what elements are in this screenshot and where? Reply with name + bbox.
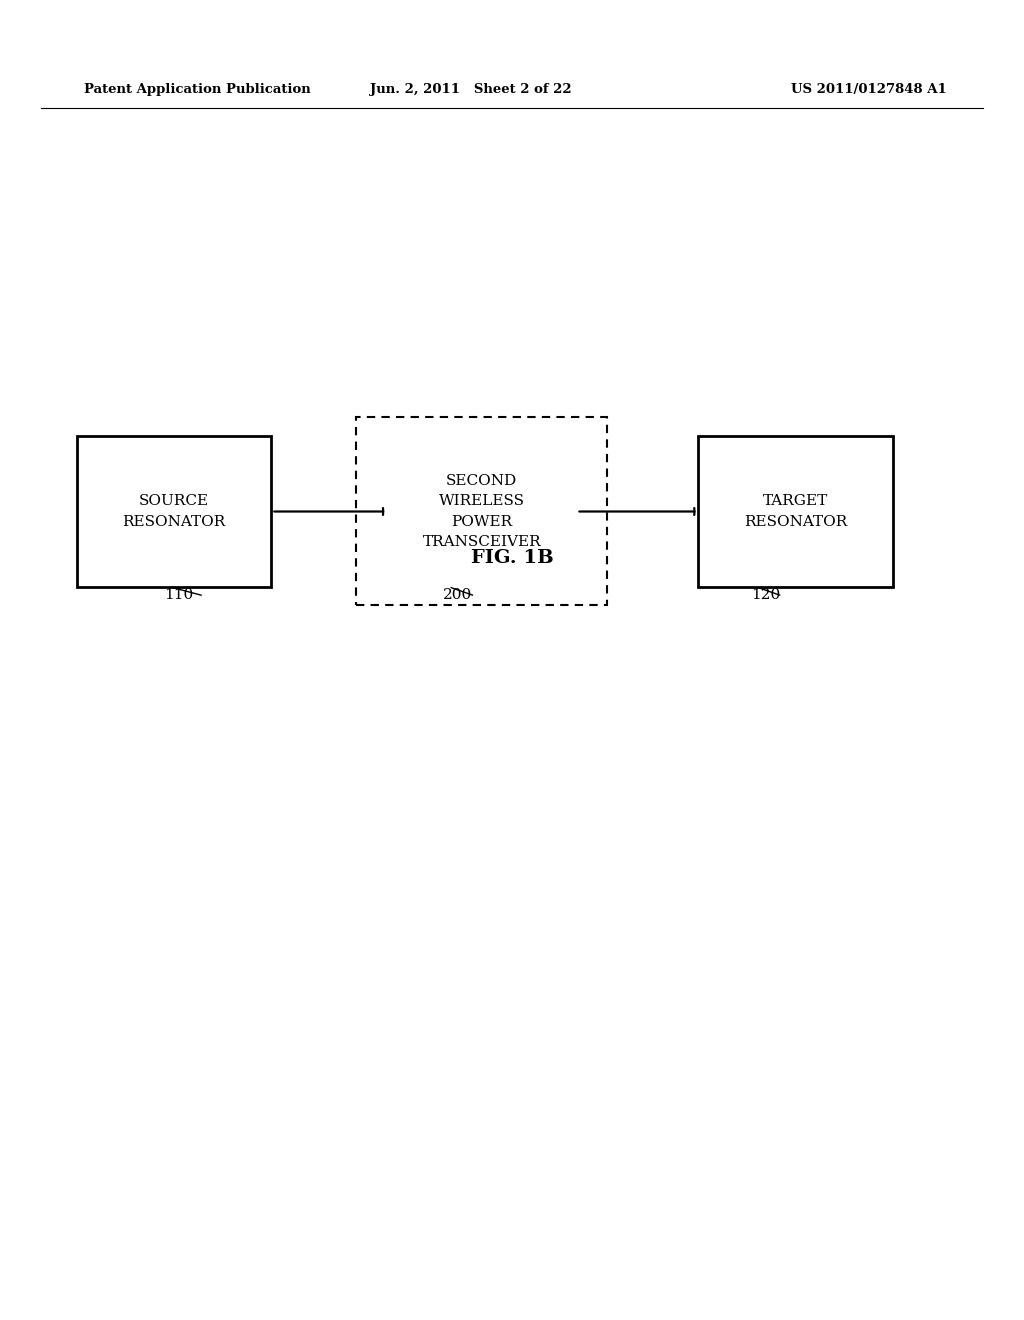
- Text: FIG. 1B: FIG. 1B: [471, 549, 553, 568]
- Text: SOURCE
RESONATOR: SOURCE RESONATOR: [123, 494, 225, 529]
- Text: Jun. 2, 2011   Sheet 2 of 22: Jun. 2, 2011 Sheet 2 of 22: [371, 83, 571, 96]
- Text: 110: 110: [165, 587, 194, 602]
- Bar: [698, 436, 893, 587]
- Bar: [356, 417, 607, 605]
- Text: SECOND
WIRELESS
POWER
TRANSCEIVER: SECOND WIRELESS POWER TRANSCEIVER: [423, 474, 541, 549]
- Text: 200: 200: [443, 587, 472, 602]
- Text: Patent Application Publication: Patent Application Publication: [84, 83, 310, 96]
- Bar: [387, 436, 577, 587]
- Text: US 2011/0127848 A1: US 2011/0127848 A1: [792, 83, 947, 96]
- Text: TARGET
RESONATOR: TARGET RESONATOR: [744, 494, 847, 529]
- Bar: [77, 436, 271, 587]
- Text: 120: 120: [752, 587, 780, 602]
